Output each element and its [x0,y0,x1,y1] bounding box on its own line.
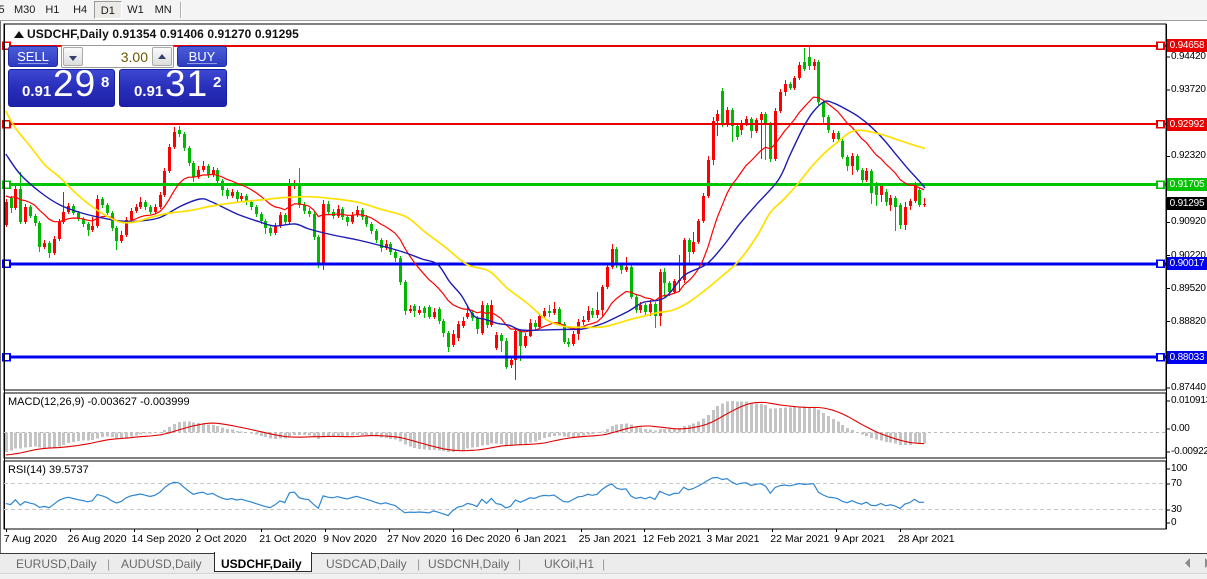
price-scale-tick: 0.89520 [1171,282,1206,294]
price-scale-tick: 0.88820 [1171,315,1206,327]
timeframe-button-d1[interactable]: D1 [93,1,122,19]
price-scale-tick: 0.92320 [1171,150,1206,162]
price-scale-tick: 0.90220 [1171,249,1206,261]
sell-price-base: 0.91 [22,83,52,100]
price-scale-tick: 0.90920 [1171,216,1206,228]
date-axis-label: 22 Mar 2021 [770,533,830,545]
volume-spinner: 3.00 [61,45,174,68]
one-click-trading-panel: SELL 3.00 BUY 0.91 29 8 0.91 31 2 [8,45,227,107]
chart-tab-audusd[interactable]: AUDUSD,Daily [121,557,202,571]
chart-tab-usdchf[interactable]: USDCHF,Daily [221,557,302,571]
tabbar-top-line [0,553,1207,554]
chart-window [0,21,1207,553]
price-level-badge: 0.94658 [1167,39,1207,53]
volume-decrease-button[interactable] [63,47,83,66]
sell-price-button[interactable]: 0.91 29 8 [8,63,115,107]
sell-button-label: SELL [17,49,49,64]
toolbar-separator-highlight [181,2,182,18]
date-axis-label: 3 Mar 2021 [706,533,760,545]
date-axis-label: 9 Apr 2021 [834,533,885,545]
tab-separator: | [107,557,111,571]
window-left-edge [0,21,1,579]
sell-price-pip: 8 [101,74,110,91]
timeframe-button-w1[interactable]: W1 [127,4,144,16]
date-axis-label: 6 Jan 2021 [514,533,567,545]
buy-price-big: 31 [165,63,209,104]
chart-ohlc-title: USDCHF,Daily 0.91354 0.91406 0.91270 0.9… [27,27,299,41]
date-axis-label: 7 Aug 2020 [3,533,57,545]
date-axis-label: 27 Nov 2020 [387,533,447,545]
date-axis-label: 28 Apr 2021 [897,533,955,545]
volume-increase-button[interactable] [152,47,172,66]
date-axis-label: 21 Oct 2020 [259,533,317,545]
date-axis-label: 26 Aug 2020 [67,533,127,545]
price-scale-tick: 0.94420 [1171,51,1206,62]
chart-tab-eurusd[interactable]: EURUSD,Daily [16,557,97,571]
buy-price-pip: 2 [213,74,222,91]
rsi-indicator-label: RSI(14) 39.5737 [8,464,89,476]
volume-decrease-icon [69,56,77,61]
buy-underline [186,63,218,64]
sell-button[interactable]: SELL [8,46,58,67]
price-scale-tick: 0.93720 [1171,84,1206,96]
date-axis-label: 25 Jan 2021 [578,533,637,545]
date-axis-label: 16 Dec 2020 [450,533,511,545]
tab-separator: | [417,557,421,571]
price-level-badge: 0.91705 [1167,178,1207,191]
macd-scale-label: 0.010913 [1171,395,1207,406]
buy-button[interactable]: BUY [177,46,227,67]
sell-underline [17,63,49,64]
date-axis-label: 12 Feb 2021 [642,533,702,545]
toolbar-separator [180,2,181,18]
date-axis-label: 14 Sep 2020 [131,533,192,545]
status-bar [0,573,1207,579]
rsi-scale-label: 100 [1171,462,1188,474]
timeframe-button-h4[interactable]: H4 [73,4,88,16]
price-level-badge: 0.91295 [1167,197,1207,211]
date-axis-label: 2 Oct 2020 [195,533,247,545]
tab-scroll-left-icon[interactable] [1182,557,1194,569]
macd-scale-label: 0.00 [1171,423,1190,434]
tab-separator: | [602,557,606,571]
price-level-badge: 0.90017 [1167,257,1207,271]
rsi-scale-label: 0 [1171,517,1177,529]
timeframe-toolbar: M5M30 H1 H4 D1 W1 MN [0,0,1207,21]
tab-separator: | [518,557,522,571]
buy-button-label: BUY [188,49,216,64]
tab-scroll-right-icon[interactable] [1201,557,1207,569]
rsi-scale-label: 30 [1171,503,1182,515]
chart-tab-usdcad[interactable]: USDCAD,Daily [326,557,407,571]
chart-tab-bar: EURUSD,Daily AUDUSD,Daily USDCHF,Daily USDC… [0,552,1207,573]
chart-tab-ukoil[interactable]: UKOil,H1 [544,557,595,571]
macd-scale-label: -0.009225 [1171,446,1207,457]
sell-price-big: 29 [53,63,97,104]
symbol-list-arrow-icon[interactable] [14,31,24,38]
timeframe-button-h1[interactable]: H1 [45,4,60,16]
price-level-badge: 0.92992 [1167,117,1207,131]
buy-price-button[interactable]: 0.91 31 2 [119,63,227,107]
volume-increase-icon [158,54,166,59]
timeframe-button-m5[interactable]: M5 [0,1,11,19]
buy-price-base: 0.91 [134,83,164,100]
volume-input[interactable]: 3.00 [120,49,148,65]
macd-indicator-label: MACD(12,26,9) -0.003627 -0.003999 [8,396,190,408]
price-scale-tick: 0.87440 [1171,381,1206,393]
date-axis-label: 9 Nov 2020 [323,533,377,545]
timeframe-button-m30[interactable]: M30 [13,4,36,16]
timeframe-button-mn[interactable]: MN [154,4,172,16]
chart-tab-usdcnh[interactable]: USDCNH,Daily [428,557,510,571]
active-tab-background [214,552,312,572]
price-level-badge: 0.88033 [1167,350,1207,364]
rsi-scale-label: 70 [1171,478,1182,490]
